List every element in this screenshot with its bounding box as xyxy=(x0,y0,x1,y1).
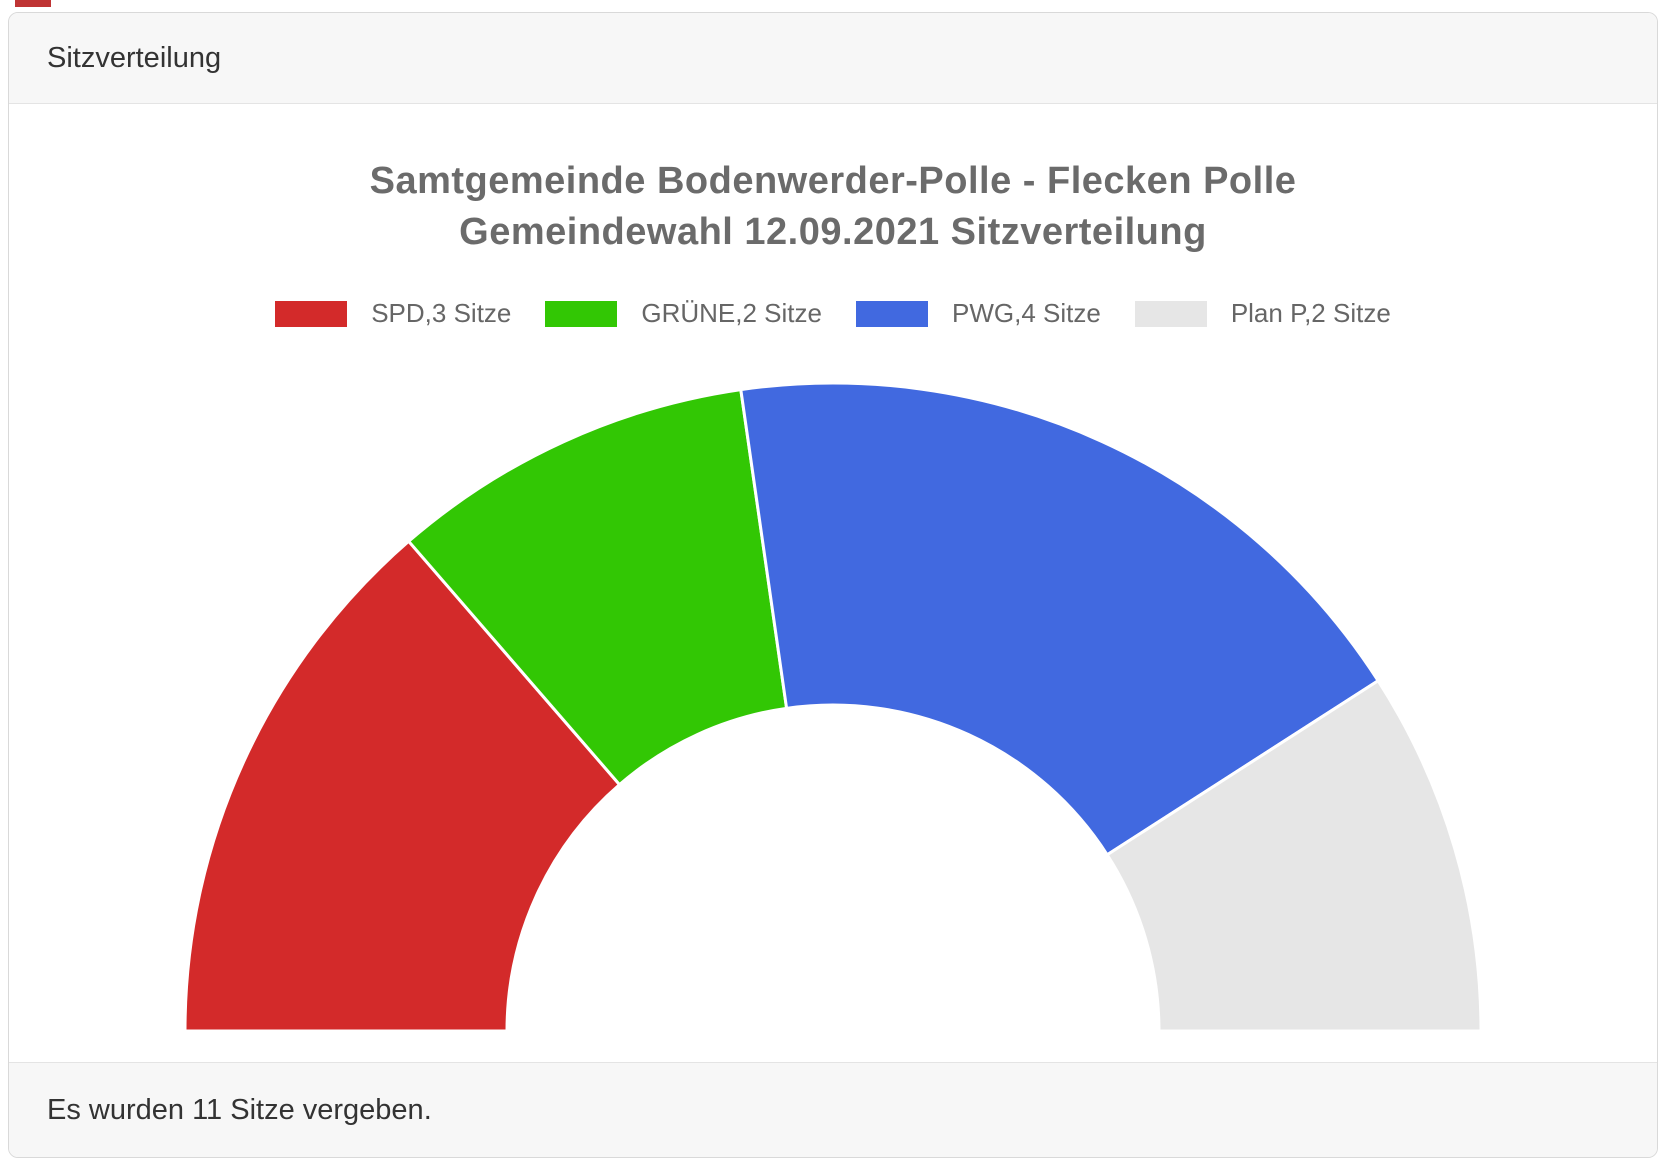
legend-item-GRÜNE[interactable]: GRÜNE,2 Sitze xyxy=(545,298,822,329)
page-edge-red-fragment xyxy=(15,0,51,7)
arc-slice-GRÜNE[interactable] xyxy=(406,387,789,787)
arc-slice-SPD[interactable] xyxy=(183,539,622,1033)
legend-swatch xyxy=(275,300,348,327)
arc-slice-Plan P[interactable] xyxy=(1105,678,1483,1033)
seats-summary-text: Es wurden 11 Sitze vergeben. xyxy=(47,1093,432,1126)
seat-distribution-card: Sitzverteilung Samtgemeinde Bodenwerder-… xyxy=(8,12,1658,1158)
legend-label: PWG,4 Sitze xyxy=(951,298,1101,328)
legend-item-PWG[interactable]: PWG,4 Sitze xyxy=(855,298,1101,329)
legend-item-SPD[interactable]: SPD,3 Sitze xyxy=(275,298,511,329)
legend-item-Plan P[interactable]: Plan P,2 Sitze xyxy=(1134,298,1391,329)
legend-label: Plan P,2 Sitze xyxy=(1230,298,1391,328)
chart-legend: SPD,3 Sitze GRÜNE,2 Sitze PWG,4 Sitze Plan … xyxy=(9,298,1657,329)
legend-label: GRÜNE,2 Sitze xyxy=(641,298,822,328)
chart-title: Samtgemeinde Bodenwerder-Polle - Flecken… xyxy=(9,156,1657,258)
card-header: Sitzverteilung xyxy=(9,13,1657,104)
seat-arc-svg xyxy=(183,381,1483,1033)
legend-swatch xyxy=(1134,300,1207,327)
chart-title-line-1: Samtgemeinde Bodenwerder-Polle - Flecken… xyxy=(369,160,1297,202)
legend-label: SPD,3 Sitze xyxy=(371,298,512,328)
legend-swatch xyxy=(545,300,618,327)
legend-swatch xyxy=(855,300,928,327)
arc-slice-PWG[interactable] xyxy=(739,381,1381,857)
chart-title-line-2: Gemeindewahl 12.09.2021 Sitzverteilung xyxy=(459,211,1207,253)
chart-area: Samtgemeinde Bodenwerder-Polle - Flecken… xyxy=(9,104,1657,1062)
card-header-title: Sitzverteilung xyxy=(47,41,222,74)
card-footer: Es wurden 11 Sitze vergeben. xyxy=(9,1062,1657,1157)
